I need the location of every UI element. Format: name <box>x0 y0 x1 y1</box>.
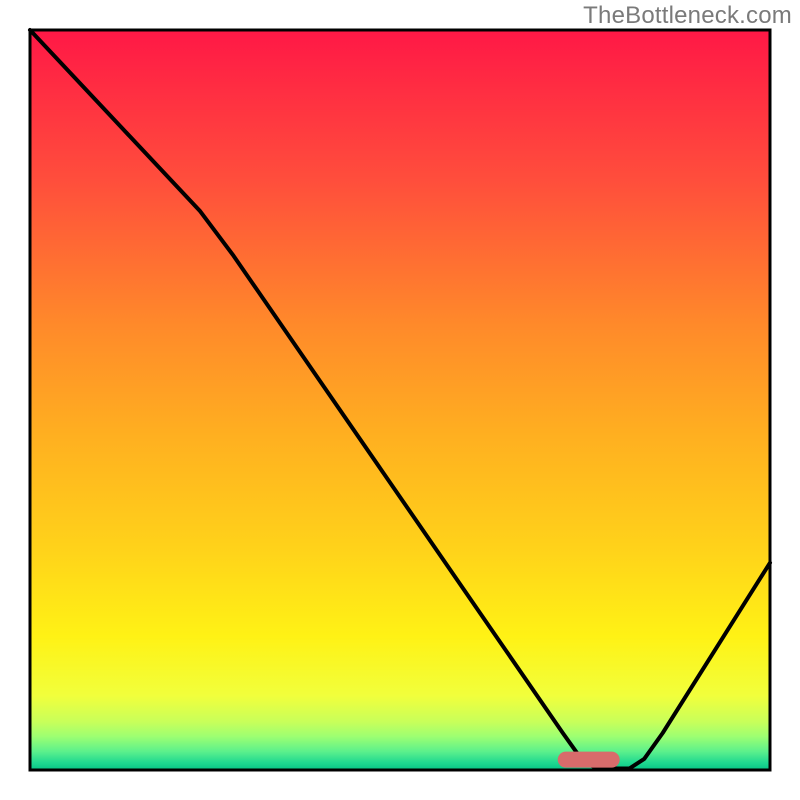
bottleneck-chart: TheBottleneck.com <box>0 0 800 800</box>
watermark-text: TheBottleneck.com <box>583 2 792 30</box>
optimal-marker <box>558 752 620 768</box>
chart-svg <box>0 0 800 800</box>
plot-gradient-area <box>30 30 770 770</box>
